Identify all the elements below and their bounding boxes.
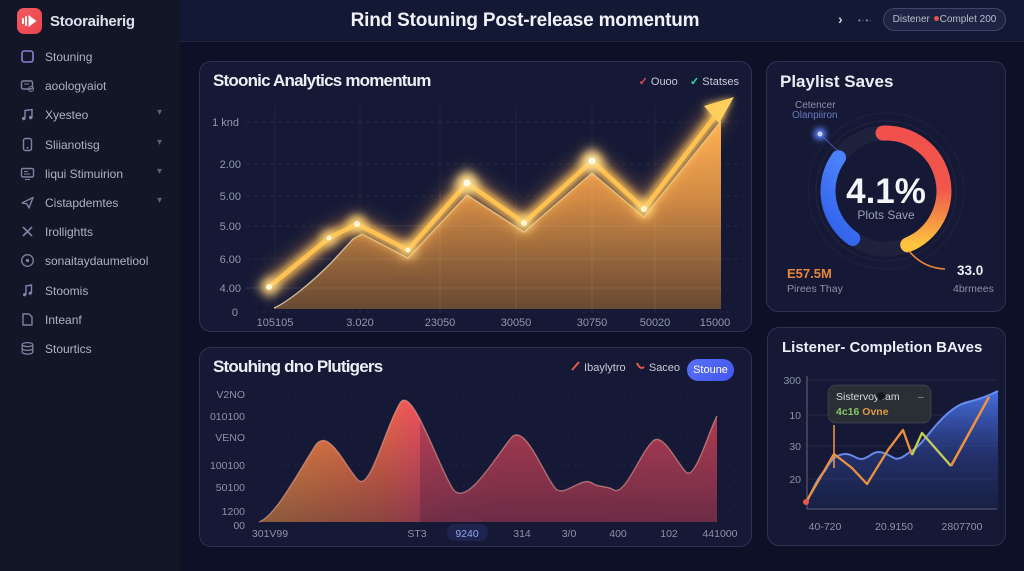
- svg-text:1200: 1200: [222, 506, 246, 518]
- svg-text:441000: 441000: [702, 528, 737, 540]
- svg-text:3.020: 3.020: [346, 317, 374, 329]
- svg-text:Pirees Thay: Pirees Thay: [787, 283, 844, 295]
- svg-text:–: –: [918, 392, 924, 403]
- svg-text:E57.5M: E57.5M: [787, 266, 832, 281]
- svg-text:ST3: ST3: [407, 528, 426, 540]
- svg-text:30050: 30050: [501, 317, 532, 329]
- svg-text:400: 400: [609, 528, 627, 540]
- svg-text:50020: 50020: [640, 317, 671, 329]
- svg-text:30750: 30750: [577, 317, 608, 329]
- svg-text:1 knd: 1 knd: [212, 117, 239, 129]
- svg-text:V2NO: V2NO: [216, 389, 245, 401]
- svg-text:100100: 100100: [210, 460, 245, 472]
- svg-text:33.0: 33.0: [957, 263, 983, 278]
- svg-text:2807700: 2807700: [942, 521, 983, 533]
- svg-text:50100: 50100: [216, 482, 245, 494]
- svg-text:6.00: 6.00: [220, 254, 241, 266]
- svg-text:20.9150: 20.9150: [875, 521, 913, 533]
- svg-text:4brmees: 4brmees: [953, 283, 994, 295]
- svg-text:0: 0: [232, 307, 238, 319]
- svg-text:Sistervoyoam: Sistervoyoam: [836, 391, 900, 403]
- svg-text:00: 00: [233, 520, 245, 532]
- svg-text:10: 10: [789, 410, 801, 422]
- svg-text:5.00: 5.00: [220, 191, 241, 203]
- svg-text:30: 30: [789, 441, 801, 453]
- svg-text:20: 20: [789, 474, 801, 486]
- svg-text:4c16 Ovne: 4c16 Ovne: [836, 406, 889, 418]
- svg-text:4.1%: 4.1%: [846, 172, 926, 211]
- svg-text:010100: 010100: [210, 411, 245, 423]
- svg-text:2.00: 2.00: [220, 159, 241, 171]
- svg-text:Plots Save: Plots Save: [857, 208, 915, 222]
- svg-text:301V99: 301V99: [252, 528, 288, 540]
- svg-text:314: 314: [513, 528, 531, 540]
- svg-text:9240: 9240: [455, 528, 479, 540]
- svg-text:5.00: 5.00: [220, 221, 241, 233]
- svg-text:VENO: VENO: [215, 432, 245, 444]
- svg-text:300: 300: [783, 375, 801, 387]
- svg-text:105105: 105105: [257, 317, 294, 329]
- svg-text:4.00: 4.00: [220, 283, 241, 295]
- svg-text:15000: 15000: [700, 317, 731, 329]
- svg-text:40-720: 40-720: [809, 521, 842, 533]
- svg-text:3/0: 3/0: [562, 528, 577, 540]
- svg-text:23050: 23050: [425, 317, 456, 329]
- svg-text:102: 102: [660, 528, 678, 540]
